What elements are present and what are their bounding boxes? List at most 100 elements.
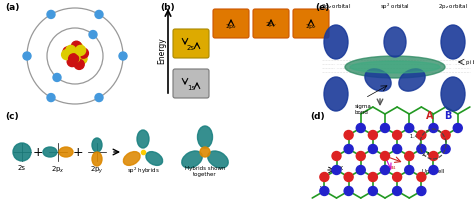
Text: (d): (d) [310, 112, 325, 121]
Circle shape [119, 52, 127, 60]
Circle shape [417, 144, 426, 153]
Text: a$_2$: a$_2$ [378, 166, 386, 174]
Circle shape [320, 172, 329, 181]
Ellipse shape [137, 130, 149, 148]
Circle shape [356, 151, 365, 161]
Circle shape [381, 151, 390, 161]
FancyBboxPatch shape [293, 9, 329, 38]
Circle shape [405, 166, 414, 174]
Text: (c): (c) [5, 112, 18, 121]
Circle shape [344, 144, 353, 153]
Text: 2p$_x$: 2p$_x$ [51, 165, 65, 175]
Ellipse shape [59, 147, 73, 157]
Ellipse shape [208, 151, 228, 168]
Text: 2p$_z$ orbital: 2p$_z$ orbital [321, 2, 351, 11]
Circle shape [77, 54, 87, 64]
Ellipse shape [182, 151, 202, 168]
Ellipse shape [324, 25, 348, 59]
Ellipse shape [365, 69, 391, 91]
Circle shape [63, 47, 73, 57]
Text: 1.42 A: 1.42 A [410, 134, 426, 138]
Circle shape [344, 131, 353, 140]
Ellipse shape [399, 69, 425, 91]
Circle shape [74, 59, 84, 69]
Text: sigma
bond: sigma bond [355, 104, 372, 115]
Text: 2p$_z$: 2p$_z$ [305, 22, 317, 31]
Text: (a): (a) [5, 3, 19, 12]
Circle shape [62, 50, 72, 60]
Circle shape [368, 144, 377, 153]
Circle shape [429, 123, 438, 133]
Ellipse shape [384, 27, 406, 57]
Circle shape [89, 30, 97, 39]
FancyBboxPatch shape [173, 69, 209, 98]
Text: 2p$_x$: 2p$_x$ [225, 22, 237, 31]
Circle shape [429, 166, 438, 174]
Ellipse shape [324, 77, 348, 111]
Circle shape [66, 45, 76, 55]
Circle shape [441, 131, 450, 140]
FancyBboxPatch shape [213, 9, 249, 38]
Circle shape [368, 187, 377, 196]
Text: sp$^2$ hybrids: sp$^2$ hybrids [127, 166, 159, 176]
Circle shape [95, 94, 103, 101]
FancyBboxPatch shape [173, 29, 209, 58]
Circle shape [417, 131, 426, 140]
Circle shape [72, 41, 82, 51]
Ellipse shape [198, 126, 212, 148]
Text: 2p$_y$: 2p$_y$ [90, 165, 104, 177]
Text: Energy: Energy [157, 38, 166, 64]
Circle shape [417, 187, 426, 196]
Circle shape [78, 48, 88, 58]
Circle shape [417, 172, 426, 181]
Text: (b): (b) [160, 3, 174, 12]
Circle shape [405, 123, 414, 133]
Circle shape [344, 172, 353, 181]
Circle shape [429, 151, 438, 161]
Text: +: + [73, 146, 83, 159]
Circle shape [332, 151, 341, 161]
Text: Unit cell: Unit cell [422, 169, 444, 174]
Circle shape [75, 45, 86, 55]
Ellipse shape [92, 152, 102, 166]
Circle shape [53, 73, 61, 82]
Ellipse shape [441, 77, 465, 111]
Ellipse shape [345, 56, 445, 78]
Ellipse shape [146, 152, 163, 165]
Ellipse shape [441, 25, 465, 59]
Text: 2s: 2s [187, 45, 195, 51]
Text: 2p$_z$ orbital: 2p$_z$ orbital [438, 2, 468, 11]
Text: a$_1$: a$_1$ [389, 164, 398, 172]
Circle shape [200, 147, 210, 157]
Text: sp$^2$ orbital: sp$^2$ orbital [380, 2, 410, 12]
Circle shape [344, 187, 353, 196]
Ellipse shape [350, 61, 440, 73]
Text: (e): (e) [315, 3, 329, 12]
Text: 2s: 2s [18, 165, 26, 171]
Circle shape [320, 187, 329, 196]
FancyBboxPatch shape [253, 9, 289, 38]
Text: x: x [339, 165, 343, 171]
Circle shape [69, 54, 79, 64]
Circle shape [392, 131, 401, 140]
Text: A: A [426, 111, 434, 121]
Circle shape [70, 52, 80, 62]
Text: y: y [320, 185, 324, 191]
Text: C: C [450, 62, 456, 71]
Circle shape [332, 166, 341, 174]
Circle shape [67, 57, 77, 67]
Circle shape [381, 166, 390, 174]
Ellipse shape [92, 138, 102, 152]
Circle shape [392, 144, 401, 153]
Circle shape [392, 187, 401, 196]
Text: Hybrids shown
together: Hybrids shown together [185, 166, 225, 177]
Ellipse shape [43, 147, 57, 157]
Text: 2.46 A: 2.46 A [422, 151, 438, 157]
Circle shape [368, 172, 377, 181]
Circle shape [73, 43, 83, 53]
Text: 2p$_y$: 2p$_y$ [264, 21, 277, 31]
Ellipse shape [13, 143, 31, 161]
Text: +: + [33, 146, 43, 159]
Circle shape [453, 123, 462, 133]
Circle shape [47, 94, 55, 101]
